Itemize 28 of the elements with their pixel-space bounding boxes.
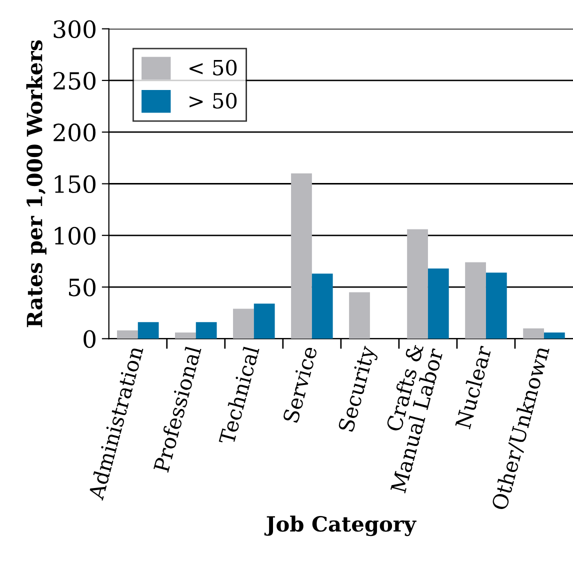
bar (291, 173, 312, 339)
bar (233, 308, 254, 339)
bar (407, 229, 428, 339)
bar (486, 272, 507, 339)
x-axis-title: Job Category (264, 516, 416, 536)
legend-label: < 50 (190, 60, 237, 76)
bar (465, 262, 486, 339)
y-tick-label: 100 (54, 226, 96, 245)
bar (196, 322, 217, 339)
y-axis-title: Rates per 1,000 Workers (26, 40, 46, 328)
y-tick-label: 50 (69, 278, 96, 296)
y-tick-label: 200 (54, 124, 96, 142)
bar (349, 292, 370, 339)
legend-label: > 50 (190, 92, 237, 109)
bar (312, 274, 333, 339)
y-tick-label: 0 (84, 330, 96, 348)
y-tick-label: 300 (54, 20, 96, 38)
y-tick-label: 150 (54, 175, 96, 194)
y-tick-label: 250 (54, 72, 96, 90)
bar (544, 332, 565, 339)
bar (175, 332, 196, 339)
bar (116, 330, 138, 339)
x-tick-label: Crafts & Manual Labor (385, 342, 444, 494)
bar (428, 268, 449, 339)
bar (523, 328, 544, 339)
bar (138, 322, 159, 339)
x-tick-label: Service (282, 346, 318, 424)
bar (254, 304, 275, 339)
